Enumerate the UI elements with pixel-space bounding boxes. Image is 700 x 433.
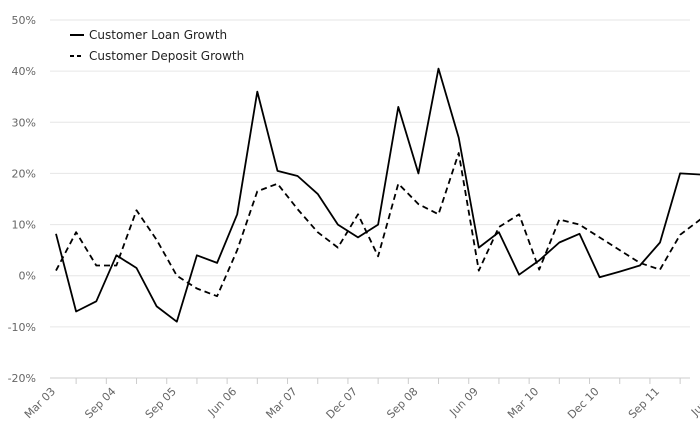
series-line-customer-loan-growth <box>55 67 700 323</box>
y-tick-label: 20% <box>12 167 36 180</box>
x-tick-label: Sep 04 <box>82 385 118 421</box>
y-tick-label: 30% <box>12 116 36 129</box>
legend: Customer Loan Growth Customer Deposit Gro… <box>70 28 244 63</box>
legend-label: Customer Loan Growth <box>89 28 227 42</box>
y-tick-label: -10% <box>8 321 36 334</box>
x-tick-label: Mar 10 <box>505 385 541 421</box>
gridlines <box>50 19 690 379</box>
y-tick-label: 10% <box>12 219 36 232</box>
y-tick-label: 0% <box>19 270 36 283</box>
y-tick-label: 40% <box>12 65 36 78</box>
x-tick-label: Mar 07 <box>263 385 299 421</box>
x-axis: Mar 03 Sep 04 Sep 05 Jun 06 Mar 07 Dec 07 Sep … <box>22 377 700 422</box>
x-tick-label: Dec 07 <box>324 385 361 422</box>
x-tick-label: Sep 11 <box>626 385 662 421</box>
legend-label: Customer Deposit Growth <box>89 49 244 63</box>
y-tick-label: 50% <box>12 14 36 27</box>
x-tick-label: Dec 10 <box>565 385 602 422</box>
x-tick-label: Jun 06 <box>205 385 239 419</box>
x-tick-label: Sep 05 <box>143 385 179 421</box>
x-tick-label: Jun 12 <box>688 385 700 419</box>
x-tick-label: Sep 08 <box>384 385 420 421</box>
y-tick-label: -20% <box>8 372 36 385</box>
series-line-customer-deposit-growth <box>55 152 700 298</box>
x-tick-label: Jun 09 <box>446 385 480 419</box>
series-lines <box>55 67 700 323</box>
x-tick-label: Mar 03 <box>22 385 58 421</box>
y-axis: -20% -10% 0% 10% 20% 30% 40% 50% <box>8 14 36 385</box>
